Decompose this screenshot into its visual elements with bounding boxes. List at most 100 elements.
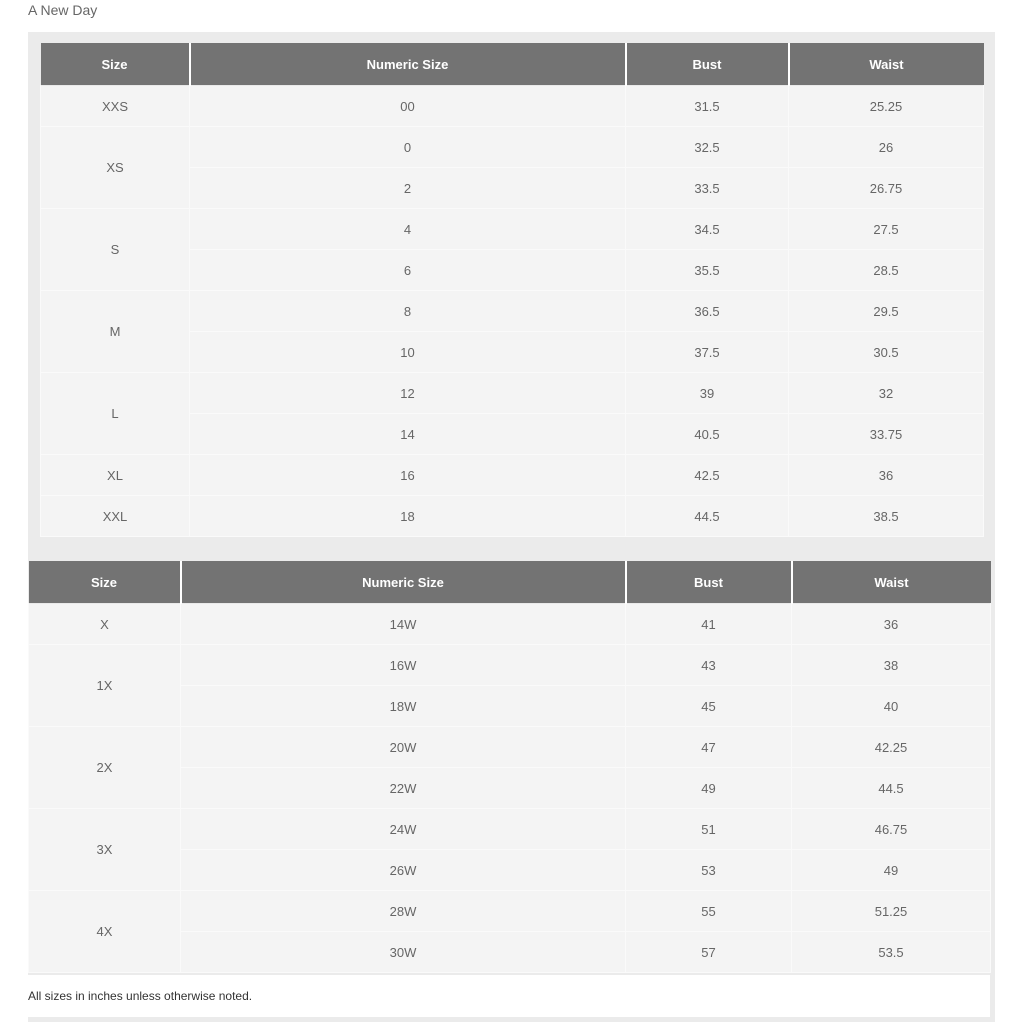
header-bust: Bust bbox=[624, 43, 789, 86]
cell-waist: 25.25 bbox=[788, 85, 984, 127]
cell-waist: 33.75 bbox=[788, 413, 984, 455]
table-row: X 14W 41 36 bbox=[28, 603, 991, 645]
cell-waist: 53.5 bbox=[791, 931, 991, 973]
brand-title: A New Day bbox=[28, 2, 98, 18]
cell-numeric-size: 0 bbox=[189, 126, 626, 168]
table-row: 2 33.5 26.75 bbox=[41, 167, 984, 209]
cell-numeric-size: 16W bbox=[180, 644, 626, 686]
cell-bust: 32.5 bbox=[625, 126, 789, 168]
header-size: Size bbox=[40, 43, 190, 86]
cell-bust: 34.5 bbox=[625, 208, 789, 250]
cell-bust: 39 bbox=[625, 372, 789, 414]
size-table-regular: Size Numeric Size Bust Waist XXS 00 31.5 25.25 X… bbox=[40, 43, 984, 537]
footnote: All sizes in inches unless otherwise not… bbox=[28, 989, 253, 1003]
cell-bust: 44.5 bbox=[625, 495, 789, 537]
header-bust: Bust bbox=[624, 561, 792, 604]
cell-bust: 55 bbox=[625, 890, 792, 932]
cell-numeric-size: 28W bbox=[180, 890, 626, 932]
cell-waist: 32 bbox=[788, 372, 984, 414]
footnote-area bbox=[28, 975, 990, 1017]
cell-numeric-size: 20W bbox=[180, 726, 626, 768]
cell-bust: 42.5 bbox=[625, 454, 789, 496]
cell-bust: 31.5 bbox=[625, 85, 789, 127]
header-numeric-size: Numeric Size bbox=[179, 561, 626, 604]
table-row: 14 40.5 33.75 bbox=[41, 413, 984, 455]
cell-waist: 49 bbox=[791, 849, 991, 891]
table-row: L 12 39 32 bbox=[40, 372, 984, 455]
cell-waist: 28.5 bbox=[788, 249, 984, 291]
table-row: XL 16 42.5 36 bbox=[40, 454, 984, 496]
cell-bust: 47 bbox=[625, 726, 792, 768]
table-row: 6 35.5 28.5 bbox=[41, 249, 984, 291]
cell-numeric-size: 22W bbox=[180, 767, 626, 809]
cell-size: 1X bbox=[28, 644, 181, 727]
cell-waist: 44.5 bbox=[791, 767, 991, 809]
cell-numeric-size: 30W bbox=[180, 931, 626, 973]
cell-waist: 38 bbox=[791, 644, 991, 686]
cell-waist: 40 bbox=[791, 685, 991, 727]
cell-size: XS bbox=[40, 126, 190, 209]
size-table-plus: Size Numeric Size Bust Waist X 14W 41 36 1X 16W 43… bbox=[28, 561, 991, 973]
cell-size: 3X bbox=[28, 808, 181, 891]
cell-numeric-size: 14 bbox=[189, 413, 626, 455]
cell-numeric-size: 16 bbox=[189, 454, 626, 496]
header-size: Size bbox=[28, 561, 181, 604]
cell-size: 4X bbox=[28, 890, 181, 973]
cell-waist: 46.75 bbox=[791, 808, 991, 850]
table-row: 26W 53 49 bbox=[29, 849, 991, 891]
table-row: 22W 49 44.5 bbox=[29, 767, 991, 809]
cell-bust: 40.5 bbox=[625, 413, 789, 455]
table-row: S 4 34.5 27.5 bbox=[40, 208, 984, 291]
cell-bust: 37.5 bbox=[625, 331, 789, 373]
cell-size: M bbox=[40, 290, 190, 373]
cell-numeric-size: 24W bbox=[180, 808, 626, 850]
cell-size: 2X bbox=[28, 726, 181, 809]
table-row: 1X 16W 43 38 bbox=[28, 644, 991, 727]
cell-numeric-size: 4 bbox=[189, 208, 626, 250]
cell-size: X bbox=[28, 603, 181, 645]
table-row: 3X 24W 51 46.75 bbox=[28, 808, 991, 891]
cell-bust: 49 bbox=[625, 767, 792, 809]
header-row: Size Numeric Size Bust Waist bbox=[40, 43, 984, 86]
cell-size: XXL bbox=[40, 495, 190, 537]
table-row: 18W 45 40 bbox=[29, 685, 991, 727]
cell-waist: 36 bbox=[788, 454, 984, 496]
header-waist: Waist bbox=[787, 43, 984, 86]
cell-bust: 51 bbox=[625, 808, 792, 850]
table-row: 2X 20W 47 42.25 bbox=[28, 726, 991, 809]
cell-waist: 42.25 bbox=[791, 726, 991, 768]
table-row: XXL 18 44.5 38.5 bbox=[40, 495, 984, 537]
cell-numeric-size: 26W bbox=[180, 849, 626, 891]
table-row: XS 0 32.5 26 bbox=[40, 126, 984, 209]
cell-size: S bbox=[40, 208, 190, 291]
cell-waist: 27.5 bbox=[788, 208, 984, 250]
cell-bust: 41 bbox=[625, 603, 792, 645]
cell-bust: 33.5 bbox=[625, 167, 789, 209]
cell-bust: 57 bbox=[625, 931, 792, 973]
cell-numeric-size: 00 bbox=[189, 85, 626, 127]
header-numeric-size: Numeric Size bbox=[188, 43, 626, 86]
cell-bust: 35.5 bbox=[625, 249, 789, 291]
table-row: M 8 36.5 29.5 bbox=[40, 290, 984, 373]
cell-waist: 29.5 bbox=[788, 290, 984, 332]
cell-numeric-size: 12 bbox=[189, 372, 626, 414]
cell-waist: 38.5 bbox=[788, 495, 984, 537]
cell-size: XL bbox=[40, 454, 190, 496]
table-row: XXS 00 31.5 25.25 bbox=[40, 85, 984, 127]
cell-waist: 36 bbox=[791, 603, 991, 645]
cell-numeric-size: 6 bbox=[189, 249, 626, 291]
header-row: Size Numeric Size Bust Waist bbox=[28, 561, 991, 604]
cell-numeric-size: 2 bbox=[189, 167, 626, 209]
table-row: 10 37.5 30.5 bbox=[41, 331, 984, 373]
cell-waist: 26.75 bbox=[788, 167, 984, 209]
cell-bust: 53 bbox=[625, 849, 792, 891]
cell-size: L bbox=[40, 372, 190, 455]
cell-numeric-size: 8 bbox=[189, 290, 626, 332]
cell-waist: 30.5 bbox=[788, 331, 984, 373]
cell-numeric-size: 14W bbox=[180, 603, 626, 645]
cell-bust: 36.5 bbox=[625, 290, 789, 332]
table-row: 4X 28W 55 51.25 bbox=[28, 890, 991, 973]
cell-waist: 26 bbox=[788, 126, 984, 168]
header-waist: Waist bbox=[790, 561, 991, 604]
table-row: 30W 57 53.5 bbox=[29, 931, 991, 973]
